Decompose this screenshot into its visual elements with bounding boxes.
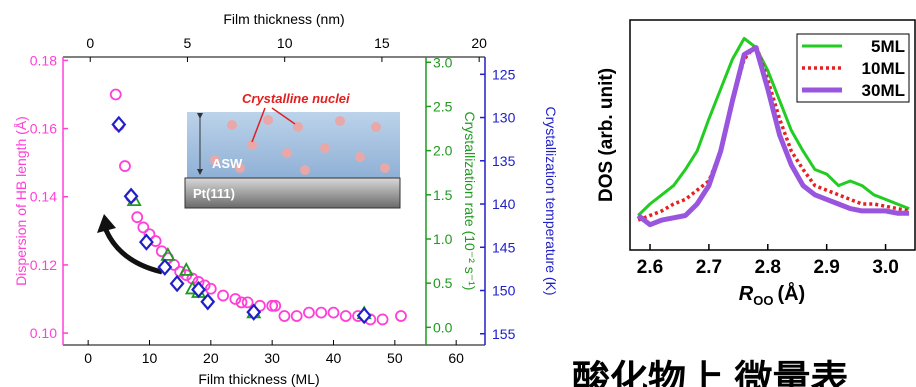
x-tick-label: 10 [142,350,158,366]
data-point [327,306,340,319]
legend-label: 5ML [871,37,905,56]
pointer [251,107,266,143]
y2-tick-label: 1.0 [433,231,453,247]
y3-tick-label: 135 [492,153,516,169]
x-axis-label: Film thickness (ML) [198,371,319,387]
trend-arrow [103,228,163,275]
x-tick-label: 0 [84,350,92,366]
x-tick-label: 2.8 [755,257,781,278]
x-tick-label: 60 [448,350,464,366]
x2-tick-label: 0 [86,35,94,51]
data-point [169,274,185,293]
x2-tick-label: 15 [374,35,390,51]
y3-tick-label: 125 [492,66,516,82]
y3-tick-label: 130 [492,110,516,126]
y3-tick-label: 150 [492,283,516,299]
series-line [637,43,910,222]
y2-tick-label: 2.5 [433,98,453,114]
x-tick-label: 50 [387,350,403,366]
y3-tick-label: 140 [492,196,516,212]
trend-arrow-head [97,214,116,233]
legend-label: 30ML [862,81,905,100]
data-point [356,306,372,325]
x-tick-label: 2.7 [696,257,722,278]
x2-tick-label: 20 [471,35,487,51]
annotation: Crystalline nuclei [242,91,350,106]
data-point [303,306,315,319]
y2-tick-label: 0.5 [433,275,453,291]
data-point [160,247,176,261]
x-tick-label: 2.9 [813,257,839,278]
x-axis-label-part: OO [753,293,773,308]
y2-tick-label: 3.0 [433,54,453,70]
y-tick-label: 0.10 [30,325,57,341]
data-point [109,88,122,101]
data-point [235,296,248,309]
x-tick-label: 40 [326,350,342,366]
x2-tick-label: 5 [184,35,192,51]
data-point [395,310,407,322]
data-point [246,303,262,321]
y2-axis-label: Crystallization rate (10⁻² s⁻¹) [462,112,478,291]
y-tick-label: 0.12 [30,257,57,273]
y-axis-label: DOS (arb. unit) [596,68,617,202]
data-point [290,310,303,322]
nuclei-dots [210,115,390,175]
y-tick-label: 0.18 [30,52,57,68]
data-point [200,293,216,311]
data-point [157,258,173,276]
data-point [178,262,194,276]
data-point [111,115,127,134]
y-axis-label: Dispersion of HB length (Å) [13,116,29,286]
y2-tick-label: 2.0 [433,143,453,159]
data-point [119,160,131,172]
x-axis-label-part: (Å) [777,281,805,305]
y3-tick-label: 155 [492,326,516,342]
x-tick-label: 30 [264,350,280,366]
x-tick-label: 20 [203,350,219,366]
data-point [204,282,217,295]
annotation: ASW [212,156,243,171]
data-point [241,296,254,309]
series-line [636,45,910,228]
data-point [137,221,150,234]
plot-frame [629,19,916,251]
annotation: Pt(111) [193,186,235,201]
data-point [191,280,207,299]
y-tick-label: 0.14 [30,189,57,205]
x-tick-label: 3.0 [872,257,898,278]
x2-tick-label: 10 [277,35,293,51]
data-point [138,233,154,251]
data-point [131,211,144,224]
data-point [339,310,352,322]
schematic-inset: Crystalline nuclei ASW Pt(111) [184,91,401,209]
x2-axis-label: Film thickness (nm) [223,11,344,27]
y3-tick-label: 145 [492,239,516,255]
x-axis-label-part: R [739,283,754,305]
data-point [174,265,187,278]
data-point [278,310,291,322]
series-line [637,36,910,217]
data-point [123,187,139,205]
caption: 酸化物上 微量表 [572,359,849,387]
legend-label: 10ML [862,59,905,78]
y-tick-label: 0.16 [30,121,57,137]
substrate [184,177,401,209]
y2-tick-label: 0.0 [433,319,453,335]
data-point [315,306,328,319]
x-axis-label: ROO (Å) [739,281,805,308]
data-point [376,313,389,326]
y3-axis-label: Crystallization temperature (K) [543,106,559,295]
data-point [229,293,242,305]
pointer [271,107,296,125]
x-tick-label: 2.6 [637,257,663,278]
data-point [269,299,282,312]
y2-tick-label: 1.5 [433,187,453,203]
data-point [217,289,229,302]
